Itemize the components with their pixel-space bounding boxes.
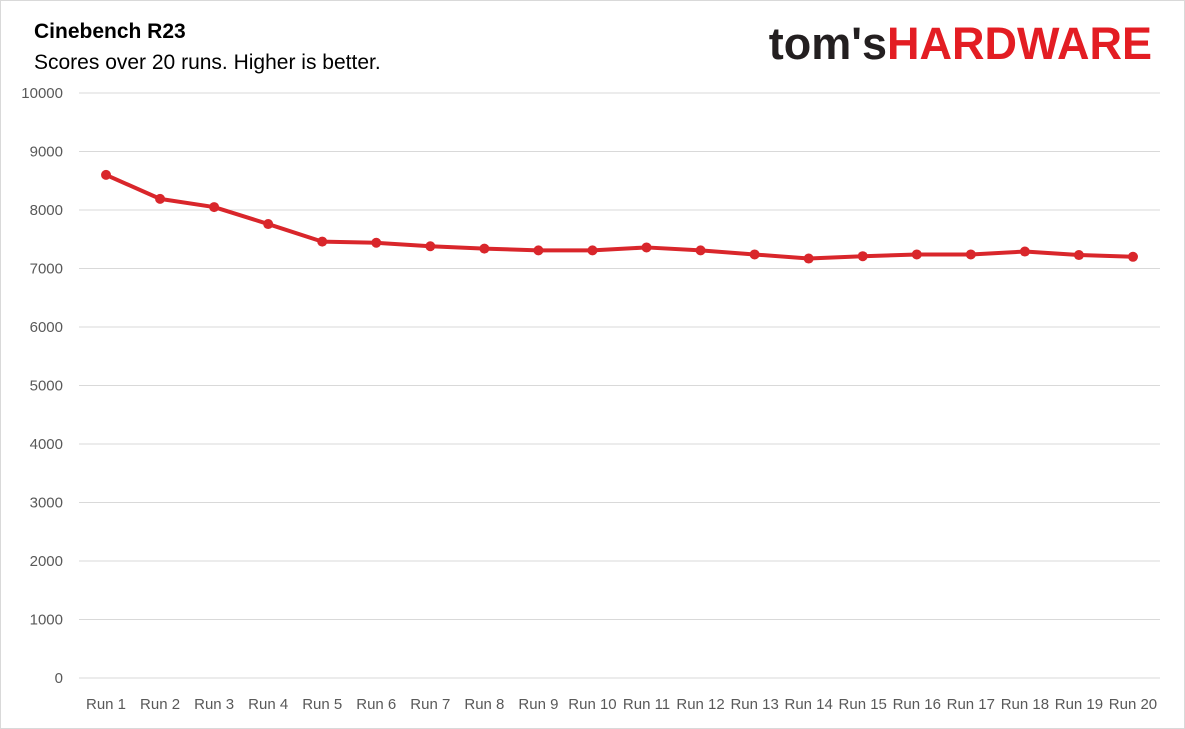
y-tick-label: 0	[55, 670, 63, 687]
x-tick-label: Run 18	[1001, 696, 1049, 713]
y-tick-label: 4000	[30, 436, 63, 453]
data-point	[209, 202, 220, 213]
x-tick-label: Run 16	[893, 696, 941, 713]
x-tick-label: Run 19	[1055, 696, 1103, 713]
data-point	[317, 236, 328, 247]
x-tick-label: Run 20	[1109, 696, 1157, 713]
x-tick-label: Run 3	[194, 696, 234, 713]
data-point	[263, 219, 274, 230]
y-tick-label: 1000	[30, 612, 63, 629]
x-tick-label: Run 7	[410, 696, 450, 713]
data-point	[479, 243, 490, 254]
y-axis-ticks: 0 1000 2000 3000 4000 5000 6000 7000 8000 9000 100…	[21, 85, 63, 687]
y-tick-label: 6000	[30, 319, 63, 336]
data-point	[425, 241, 436, 252]
toms-hardware-logo: tom'sHARDWARE	[769, 18, 1152, 70]
data-point	[749, 249, 760, 260]
x-tick-label: Run 4	[248, 696, 288, 713]
series-layer	[101, 169, 1138, 264]
data-point	[155, 193, 166, 204]
logo-part-toms: tom's	[768, 18, 887, 69]
x-tick-label: Run 17	[947, 696, 995, 713]
x-tick-label: Run 8	[464, 696, 504, 713]
data-point	[101, 169, 112, 180]
x-tick-label: Run 2	[140, 696, 180, 713]
chart-title: Cinebench R23	[34, 20, 186, 43]
x-tick-label: Run 9	[518, 696, 558, 713]
y-tick-label: 7000	[30, 261, 63, 278]
y-tick-label: 3000	[30, 495, 63, 512]
y-tick-label: 10000	[21, 85, 63, 102]
data-point	[533, 245, 544, 256]
gridlines	[79, 92, 1160, 679]
x-tick-label: Run 14	[784, 696, 832, 713]
data-point	[857, 251, 868, 262]
series-line	[104, 172, 1135, 261]
data-point	[587, 245, 598, 256]
x-tick-label: Run 15	[839, 696, 887, 713]
y-tick-label: 2000	[30, 553, 63, 570]
data-point	[1073, 250, 1084, 261]
y-tick-label: 5000	[30, 378, 63, 395]
x-tick-label: Run 10	[568, 696, 616, 713]
data-point	[1127, 251, 1138, 262]
x-tick-label: Run 11	[623, 696, 670, 713]
y-tick-label: 8000	[30, 202, 63, 219]
data-point	[1019, 246, 1030, 257]
x-tick-label: Run 5	[302, 696, 342, 713]
data-point	[641, 242, 652, 253]
data-point	[371, 237, 382, 248]
data-point	[695, 245, 706, 256]
logo-part-hardware: HARDWARE	[887, 18, 1152, 69]
x-tick-label: Run 13	[730, 696, 778, 713]
data-point	[911, 249, 922, 260]
x-tick-label: Run 1	[86, 696, 126, 713]
data-point	[965, 249, 976, 260]
data-point	[803, 253, 814, 264]
x-tick-label: Run 6	[356, 696, 396, 713]
x-axis-ticks: Run 1 Run 2 Run 3 Run 4 Run 5 Run 6 Run 7 Run 8…	[86, 696, 1157, 713]
x-tick-label: Run 12	[676, 696, 724, 713]
y-tick-label: 9000	[30, 144, 63, 161]
chart-subtitle: Scores over 20 runs. Higher is better.	[34, 51, 381, 74]
